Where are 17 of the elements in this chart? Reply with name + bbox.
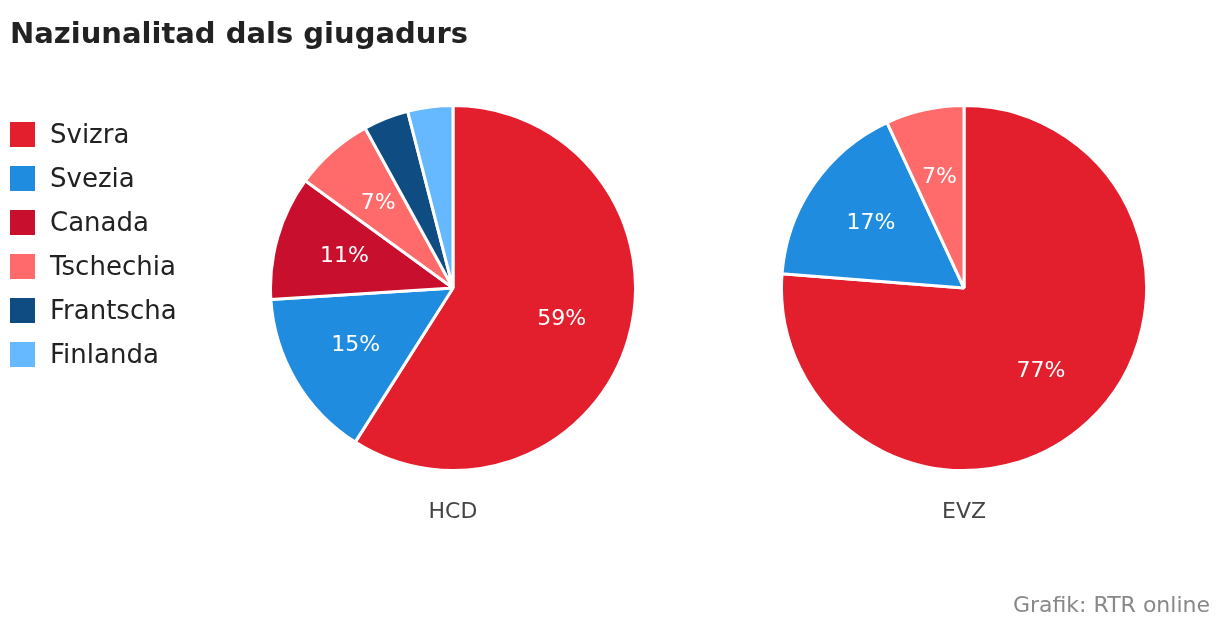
legend-label: Tschechia bbox=[50, 251, 176, 281]
data-label: 7% bbox=[360, 188, 396, 214]
legend-label: Svizra bbox=[50, 119, 130, 149]
text: Grafik: RTR online bbox=[1012, 592, 1210, 617]
slice-label: HCD bbox=[427, 498, 479, 523]
data-label: 59% bbox=[537, 305, 587, 331]
data-label: 11% bbox=[319, 242, 369, 268]
data-label: 17% bbox=[846, 209, 896, 235]
data-label: 15% bbox=[331, 331, 381, 357]
legend-label: Frantscha bbox=[50, 295, 177, 325]
legend-label: Canada bbox=[50, 207, 149, 237]
chart-title: Naziunalitad dals giugadurs bbox=[10, 16, 468, 50]
slice-label: EVZ bbox=[941, 498, 987, 523]
legend-label: Svezia bbox=[50, 163, 135, 193]
data-label: 77% bbox=[1016, 356, 1066, 382]
legend-label: Finlanda bbox=[50, 339, 159, 369]
data-label: 7% bbox=[922, 163, 958, 189]
